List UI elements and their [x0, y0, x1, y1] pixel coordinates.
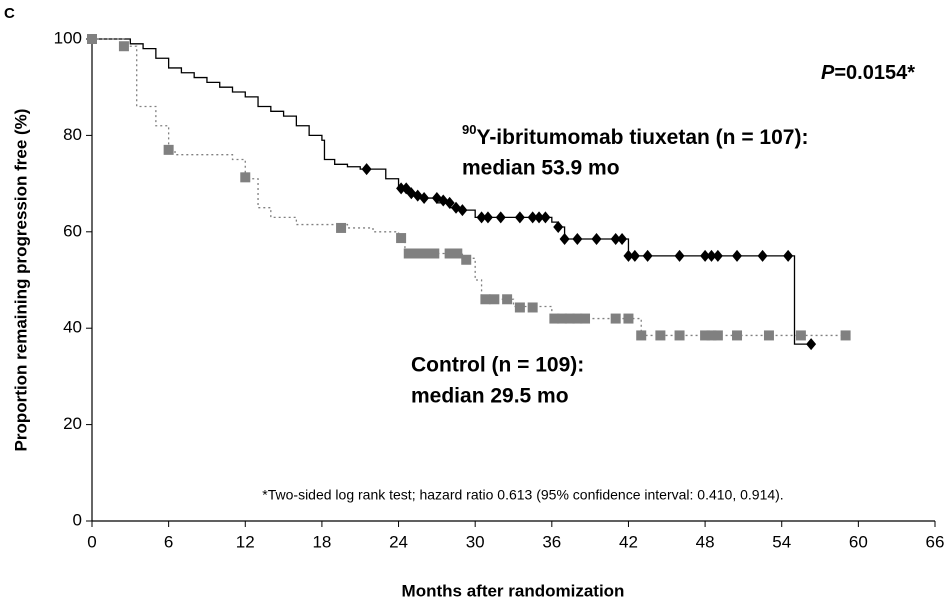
- y-axis-label: Proportion remaining progression free (%…: [11, 109, 30, 452]
- censor-marker: [502, 294, 513, 305]
- censor-marker: [783, 249, 794, 262]
- censor-marker: [489, 294, 500, 305]
- censor-marker: [629, 249, 640, 262]
- sup: 90: [462, 122, 476, 137]
- censor-marker: [419, 192, 430, 205]
- censor-marker: [564, 313, 575, 324]
- censor-marker: [706, 330, 717, 341]
- censor-marker: [336, 222, 347, 233]
- censor-marker: [795, 330, 806, 341]
- censor-marker: [655, 330, 666, 341]
- y-tick-label: 100: [54, 28, 82, 47]
- x-tick-label: 18: [312, 532, 331, 551]
- censor-marker: [240, 172, 251, 183]
- y-tick-label: 40: [63, 318, 82, 337]
- censor-marker: [559, 233, 570, 246]
- censor-marker: [674, 249, 685, 262]
- censor-marker: [444, 196, 455, 209]
- censor-marker: [534, 211, 545, 224]
- censor-marker: [461, 254, 472, 265]
- censor-marker: [706, 249, 717, 262]
- survival-curve: [92, 38, 846, 337]
- censor-marker: [514, 302, 525, 313]
- x-tick-label: 66: [926, 532, 945, 551]
- censor-marker: [557, 313, 568, 324]
- survival-curve: [92, 38, 808, 345]
- panel-label: C: [4, 5, 15, 22]
- p-text: =0.0154*: [834, 62, 915, 84]
- censor-marker: [527, 302, 538, 313]
- censor-marker: [361, 163, 372, 176]
- censor-marker: [636, 330, 647, 341]
- censor-marker: [572, 233, 583, 246]
- censor-marker: [416, 248, 427, 259]
- censor-marker: [610, 233, 621, 246]
- censor-marker: [476, 211, 487, 224]
- censor-marker: [763, 330, 774, 341]
- x-tick-label: 36: [542, 532, 561, 551]
- censor-marker: [163, 144, 174, 155]
- censor-marker: [495, 211, 506, 224]
- y-tick-label: 20: [63, 414, 82, 433]
- censor-marker: [403, 248, 414, 259]
- x-tick-label: 48: [696, 532, 715, 551]
- censor-marker: [617, 233, 628, 246]
- censor-marker: [410, 248, 421, 259]
- censor-marker: [674, 330, 685, 341]
- censor-marker: [396, 233, 407, 244]
- censor-marker: [429, 248, 440, 259]
- censor-marker: [580, 313, 591, 324]
- censor-marker: [806, 338, 817, 351]
- censor-marker: [527, 211, 538, 224]
- censor-marker: [712, 249, 723, 262]
- censor-marker: [610, 313, 621, 324]
- censor-marker: [87, 34, 97, 44]
- p-italic: P: [821, 62, 835, 84]
- censor-marker: [712, 330, 723, 341]
- censor-marker: [452, 248, 463, 259]
- x-axis-label: Months after randomization: [402, 581, 625, 600]
- x-tick-label: 0: [87, 532, 96, 551]
- y-tick-label: 80: [63, 125, 82, 144]
- censor-marker: [591, 233, 602, 246]
- censor-marker: [549, 313, 560, 324]
- y-tick-label: 0: [73, 510, 82, 529]
- x-tick-label: 24: [389, 532, 408, 551]
- x-tick-label: 30: [466, 532, 485, 551]
- p-value: P=0.0154*: [821, 62, 915, 84]
- censor-marker: [572, 313, 583, 324]
- censor-marker: [553, 220, 564, 233]
- censor-marker: [732, 249, 743, 262]
- censor-marker: [700, 249, 711, 262]
- censor-marker: [422, 248, 433, 259]
- x-tick-label: 42: [619, 532, 638, 551]
- censor-marker: [732, 330, 743, 341]
- censor-marker: [623, 313, 634, 324]
- censor-marker: [457, 204, 468, 217]
- censor-marker: [396, 182, 407, 195]
- censor-marker: [444, 248, 455, 259]
- censor-marker: [480, 294, 491, 305]
- treatment-median: median 53.9 mo: [462, 157, 620, 180]
- control-median: median 29.5 mo: [411, 385, 569, 408]
- treatment-label: 90Y-ibritumomab tiuxetan (n = 107):: [462, 122, 808, 148]
- censor-marker: [118, 41, 129, 52]
- censor-marker: [514, 211, 525, 224]
- x-tick-label: 54: [772, 532, 791, 551]
- censor-marker: [840, 330, 851, 341]
- control-label: Control (n = 109):: [411, 354, 584, 377]
- censor-marker: [623, 249, 634, 262]
- censor-marker: [540, 211, 551, 224]
- censor-marker: [757, 249, 768, 262]
- x-tick-label: 12: [236, 532, 255, 551]
- censor-marker: [482, 211, 493, 224]
- x-tick-label: 60: [849, 532, 868, 551]
- footnote: *Two-sided log rank test; hazard ratio 0…: [262, 487, 783, 503]
- x-tick-label: 6: [164, 532, 173, 551]
- y-tick-label: 60: [63, 221, 82, 240]
- censor-marker: [642, 249, 653, 262]
- censor-marker: [700, 330, 711, 341]
- label-line: Y-ibritumomab tiuxetan (n = 107):: [476, 126, 808, 149]
